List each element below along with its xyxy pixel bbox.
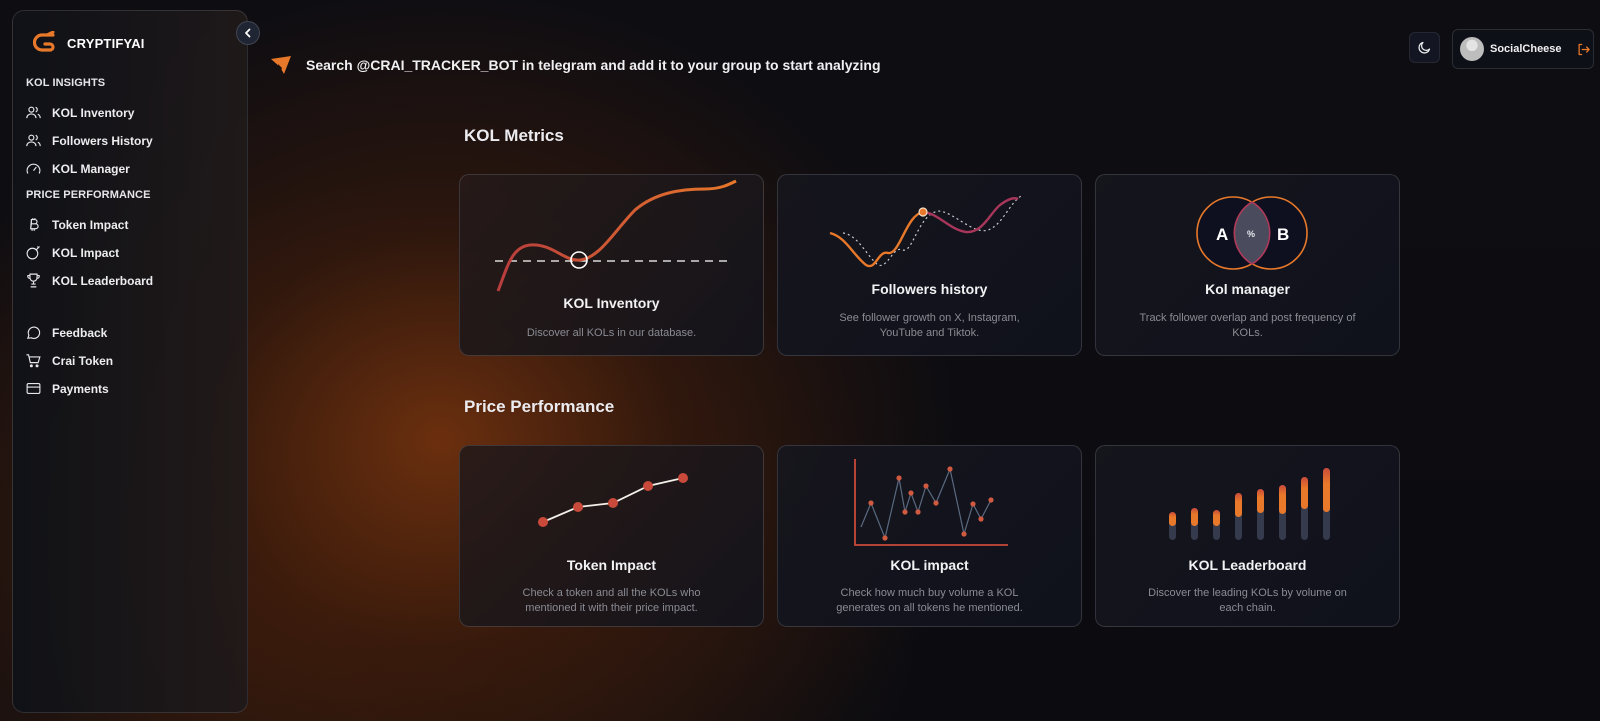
card-title: Kol manager	[1205, 281, 1290, 297]
card-kol-manager[interactable]: A B % Kol manager Track follower overlap…	[1095, 174, 1400, 356]
sidebar-item-label: Payments	[52, 381, 109, 396]
user-menu[interactable]: SocialCheese	[1452, 29, 1594, 69]
section-label-kol-insights: KOL INSIGHTS	[26, 77, 106, 89]
card-kol-impact[interactable]: KOL impact Check how much buy volume a K…	[777, 445, 1082, 627]
users-icon	[26, 106, 41, 119]
volatile-line-chart-icon	[854, 459, 1008, 546]
card-title: KOL impact	[890, 557, 969, 573]
banner-text: Search @CRAI_TRACKER_BOT in telegram and…	[306, 57, 881, 73]
card-kol-leaderboard[interactable]: KOL Leaderboard Discover the leading KOL…	[1095, 445, 1400, 627]
sidebar-item-label: KOL Inventory	[52, 105, 135, 120]
theme-toggle-button[interactable]	[1409, 32, 1440, 63]
card-followers-history[interactable]: Followers history See follower growth on…	[777, 174, 1082, 356]
gauge-icon	[26, 163, 41, 174]
section-title-kol-metrics: KOL Metrics	[464, 126, 564, 145]
sidebar-item-kol-impact[interactable]: KOL Impact	[25, 244, 119, 261]
chat-bubble-icon	[26, 326, 41, 339]
card-title: KOL Leaderboard	[1188, 557, 1307, 573]
credit-card-icon	[26, 382, 41, 395]
card-description: See follower growth on X, Instagram, You…	[839, 312, 1020, 339]
sidebar-item-token-impact[interactable]: Token Impact	[25, 216, 128, 233]
users-icon	[26, 134, 41, 147]
curve-chart-icon	[495, 179, 737, 292]
svg-text:B: B	[1277, 225, 1289, 244]
card-title: Followers history	[871, 281, 988, 297]
logout-icon[interactable]	[1576, 42, 1591, 57]
brand-name: CRYPTIFYAI	[67, 35, 145, 51]
card-description: Discover the leading KOLs by volume on e…	[1148, 587, 1347, 614]
card-title: KOL Inventory	[563, 295, 660, 311]
sidebar: CRYPTIFYAI KOL INSIGHTS KOL Inventory Fo…	[12, 10, 248, 713]
card-description: Check a token and all the KOLs who menti…	[522, 587, 701, 614]
card-description: Discover all KOLs in our database.	[526, 327, 697, 339]
section-title-price-performance: Price Performance	[464, 397, 615, 416]
sidebar-item-label: Token Impact	[52, 217, 129, 232]
rising-line-chart-icon	[538, 473, 688, 527]
venn-diagram-icon: A B %	[1196, 196, 1308, 270]
bomb-icon	[26, 246, 40, 260]
sidebar-item-kol-manager[interactable]: KOL Manager	[25, 160, 130, 177]
sidebar-item-payments[interactable]: Payments	[25, 380, 109, 397]
card-kol-inventory[interactable]: KOL Inventory Discover all KOLs in our d…	[459, 174, 764, 356]
collapse-sidebar-button[interactable]	[236, 21, 260, 45]
sidebar-item-kol-leaderboard[interactable]: KOL Leaderboard	[25, 272, 153, 289]
card-description: Track follower overlap and post frequenc…	[1139, 312, 1356, 339]
sidebar-item-followers-history[interactable]: Followers History	[25, 132, 153, 149]
telegram-banner: Search @CRAI_TRACKER_BOT in telegram and…	[270, 55, 881, 75]
username: SocialCheese	[1490, 43, 1562, 55]
sidebar-item-kol-inventory[interactable]: KOL Inventory	[25, 104, 134, 121]
bar-chart-icon	[1169, 468, 1330, 540]
sidebar-item-label: Feedback	[52, 325, 108, 340]
moon-icon	[1418, 41, 1431, 54]
section-label-price-performance: PRICE PERFORMANCE	[26, 189, 151, 201]
telegram-icon	[271, 56, 291, 74]
sidebar-item-label: KOL Leaderboard	[52, 273, 154, 288]
trophy-icon	[27, 273, 40, 288]
sidebar-item-label: KOL Manager	[52, 161, 130, 176]
sidebar-item-label: KOL Impact	[52, 245, 120, 260]
bitcoin-icon	[30, 218, 39, 231]
card-token-impact[interactable]: Token Impact Check a token and all the K…	[459, 445, 764, 627]
card-title: Token Impact	[566, 557, 657, 573]
sidebar-item-crai-token[interactable]: Crai Token	[25, 352, 113, 369]
sidebar-item-label: Crai Token	[52, 353, 114, 368]
cart-icon	[26, 354, 41, 368]
followers-line-chart-icon	[829, 194, 1024, 268]
svg-text:%: %	[1247, 229, 1255, 239]
brand[interactable]: CRYPTIFYAI	[33, 31, 145, 55]
svg-text:A: A	[1216, 225, 1228, 244]
card-description: Check how much buy volume a KOL generate…	[836, 587, 1023, 614]
avatar	[1460, 37, 1484, 61]
cryptifyai-logo-icon	[33, 31, 55, 52]
sidebar-item-feedback[interactable]: Feedback	[25, 324, 107, 341]
chevron-left-icon	[245, 28, 251, 38]
sidebar-item-label: Followers History	[52, 133, 153, 148]
